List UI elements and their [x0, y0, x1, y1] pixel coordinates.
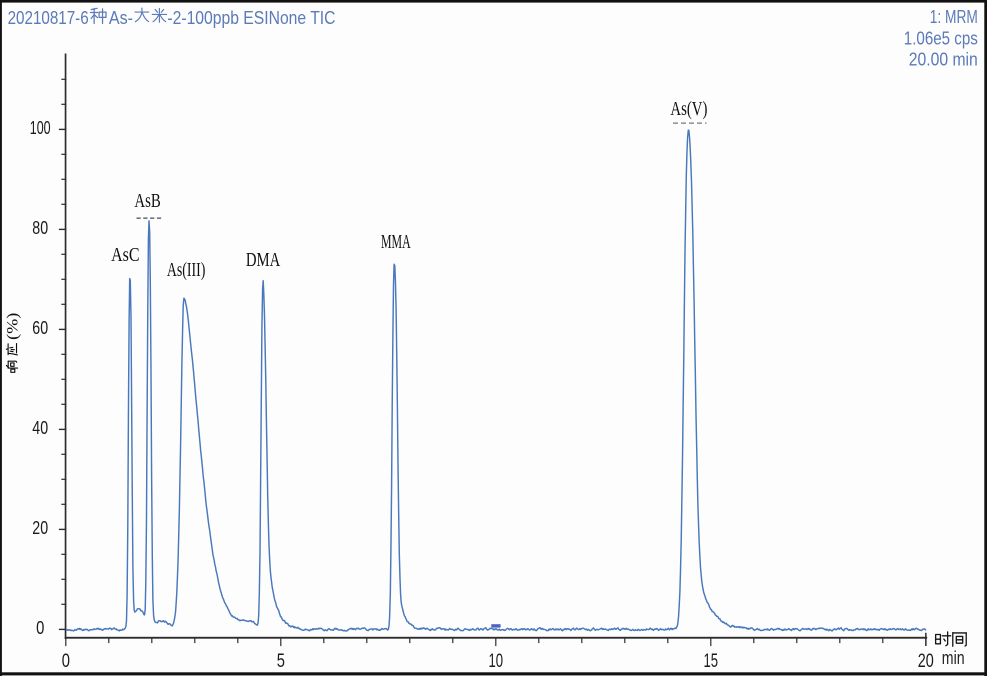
svg-text:AsC: AsC: [111, 245, 139, 266]
svg-text:min: min: [942, 648, 965, 668]
svg-text:10: 10: [489, 651, 504, 672]
svg-text:20210817-6: 20210817-6: [8, 7, 89, 28]
svg-text:As(V): As(V): [670, 99, 707, 120]
svg-text:0: 0: [36, 617, 44, 638]
svg-text:100: 100: [30, 117, 51, 138]
svg-text:-2-100ppb ESINone TIC: -2-100ppb ESINone TIC: [167, 7, 335, 28]
svg-text:MMA: MMA: [381, 232, 411, 253]
svg-text:As(III): As(III): [167, 260, 206, 281]
svg-text:60: 60: [32, 317, 48, 338]
svg-text:5: 5: [277, 651, 285, 672]
svg-text:40: 40: [32, 417, 48, 438]
svg-text:AsB: AsB: [134, 191, 160, 212]
svg-text:1: MRM: 1: MRM: [930, 6, 978, 27]
svg-text:15: 15: [704, 651, 719, 672]
svg-text:0: 0: [62, 651, 70, 672]
svg-text:As-: As-: [109, 7, 133, 28]
svg-text:20: 20: [918, 651, 934, 672]
svg-text:DMA: DMA: [246, 250, 280, 271]
svg-text:80: 80: [32, 217, 48, 238]
svg-text:(%): (%): [4, 313, 21, 340]
svg-text:20.00 min: 20.00 min: [909, 49, 978, 70]
svg-text:20: 20: [32, 517, 48, 538]
svg-text:1.06e5 cps: 1.06e5 cps: [904, 28, 978, 49]
